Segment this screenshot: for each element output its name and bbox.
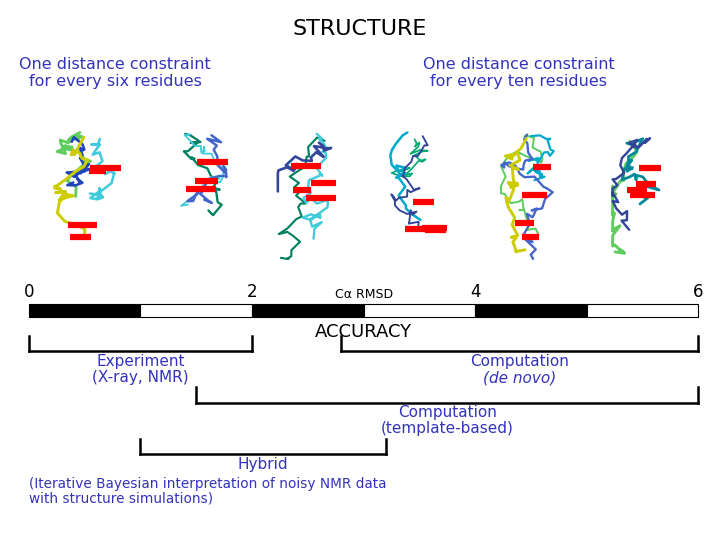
Text: (X-ray, NMR): (X-ray, NMR) bbox=[92, 370, 189, 385]
Bar bbox=[140, 303, 252, 317]
Text: 2: 2 bbox=[247, 283, 257, 301]
Text: (de novo): (de novo) bbox=[483, 370, 557, 385]
Text: Computation: Computation bbox=[398, 405, 497, 420]
Text: Hybrid: Hybrid bbox=[238, 457, 289, 471]
Text: One distance constraint
for every ten residues: One distance constraint for every ten re… bbox=[423, 57, 614, 89]
Bar bbox=[364, 303, 475, 317]
Text: 6: 6 bbox=[693, 283, 703, 301]
Text: 4: 4 bbox=[470, 283, 480, 301]
Text: Experiment: Experiment bbox=[96, 354, 184, 369]
Text: 0: 0 bbox=[24, 283, 34, 301]
Bar bbox=[252, 303, 364, 317]
Text: Cα RMSD: Cα RMSD bbox=[335, 288, 392, 301]
Text: One distance constraint
for every six residues: One distance constraint for every six re… bbox=[19, 57, 211, 89]
Bar bbox=[29, 303, 140, 317]
Text: with structure simulations): with structure simulations) bbox=[29, 492, 213, 505]
Text: ACCURACY: ACCURACY bbox=[315, 322, 412, 341]
Bar bbox=[475, 303, 587, 317]
Text: STRUCTURE: STRUCTURE bbox=[293, 19, 427, 39]
Text: (Iterative Bayesian interpretation of noisy NMR data: (Iterative Bayesian interpretation of no… bbox=[29, 477, 387, 490]
Bar bbox=[587, 303, 698, 317]
Text: (template-based): (template-based) bbox=[381, 422, 514, 436]
Text: Computation: Computation bbox=[470, 354, 570, 369]
